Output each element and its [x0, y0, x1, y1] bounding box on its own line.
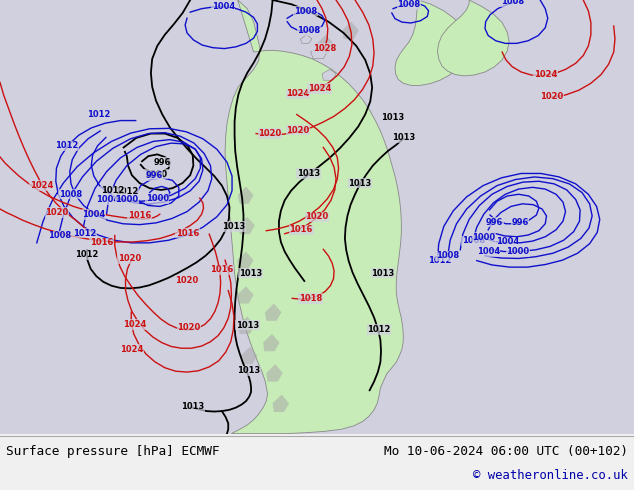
Text: 1020: 1020 [259, 129, 281, 138]
Text: 1012: 1012 [101, 186, 124, 196]
Text: 1013: 1013 [237, 366, 260, 375]
Text: 1004: 1004 [82, 210, 105, 219]
Text: Mo 10-06-2024 06:00 UTC (00+102): Mo 10-06-2024 06:00 UTC (00+102) [384, 445, 628, 458]
Text: 1024: 1024 [123, 320, 146, 329]
Text: Surface pressure [hPa] ECMWF: Surface pressure [hPa] ECMWF [6, 445, 219, 458]
Polygon shape [395, 0, 468, 85]
Polygon shape [317, 35, 333, 52]
Text: 1020: 1020 [118, 254, 141, 263]
Polygon shape [237, 251, 254, 269]
Text: 1016: 1016 [176, 229, 199, 238]
Text: 996: 996 [486, 218, 503, 226]
Text: 1024: 1024 [120, 345, 143, 354]
Text: 1004: 1004 [212, 2, 235, 11]
Text: 1000: 1000 [507, 247, 529, 256]
Polygon shape [238, 187, 254, 204]
Text: 1020: 1020 [46, 208, 68, 217]
Text: 1016: 1016 [128, 212, 151, 220]
Text: 1008: 1008 [398, 0, 420, 9]
Text: 1012: 1012 [87, 110, 110, 119]
Text: 1000: 1000 [144, 170, 167, 179]
Text: 1012: 1012 [55, 141, 78, 150]
Text: 1024: 1024 [287, 89, 309, 98]
Text: 1004: 1004 [496, 238, 519, 246]
Text: 1013: 1013 [239, 269, 262, 278]
Text: 996: 996 [145, 171, 163, 180]
Text: 1012: 1012 [115, 187, 138, 196]
Text: 1013: 1013 [236, 321, 259, 330]
Text: 1024: 1024 [534, 70, 557, 79]
Text: 1024: 1024 [30, 181, 53, 190]
Text: 996: 996 [153, 158, 171, 167]
Polygon shape [437, 0, 509, 76]
Text: 1028: 1028 [313, 44, 336, 53]
Text: 1013: 1013 [181, 402, 204, 411]
Text: 1012: 1012 [368, 325, 391, 334]
Text: 1008: 1008 [297, 26, 320, 35]
Polygon shape [322, 70, 336, 80]
Text: 1008: 1008 [436, 251, 459, 260]
Text: © weatheronline.co.uk: © weatheronline.co.uk [473, 469, 628, 483]
Polygon shape [263, 334, 280, 351]
Text: 1013: 1013 [349, 178, 372, 188]
Text: 1012: 1012 [428, 256, 451, 265]
Text: 1008: 1008 [462, 236, 485, 245]
Text: 1016: 1016 [210, 265, 233, 274]
Text: 1020: 1020 [178, 323, 200, 332]
Text: 1012: 1012 [75, 250, 98, 260]
Text: 1000: 1000 [472, 233, 495, 242]
Text: 1020: 1020 [287, 125, 309, 135]
Text: 1013: 1013 [222, 222, 245, 231]
Polygon shape [225, 0, 403, 434]
Polygon shape [311, 48, 327, 58]
Polygon shape [266, 364, 283, 382]
Text: 1020: 1020 [540, 92, 563, 101]
Polygon shape [241, 347, 257, 364]
Polygon shape [238, 217, 255, 234]
Text: 1013: 1013 [382, 114, 404, 122]
Text: 1016: 1016 [290, 225, 313, 234]
Text: 1004: 1004 [477, 247, 500, 256]
Text: 1013: 1013 [297, 169, 320, 178]
Text: 1024: 1024 [308, 84, 331, 93]
Text: 1016: 1016 [90, 238, 113, 247]
Polygon shape [238, 317, 255, 334]
Text: 1000: 1000 [146, 194, 169, 203]
Polygon shape [301, 35, 312, 44]
Text: 1013: 1013 [392, 133, 415, 143]
Polygon shape [273, 394, 289, 412]
Text: 1012: 1012 [73, 229, 96, 238]
Text: 1020: 1020 [176, 276, 198, 285]
Text: 1008: 1008 [48, 231, 71, 241]
Text: 1020: 1020 [306, 212, 328, 221]
Text: 1008: 1008 [59, 190, 82, 199]
Text: 1013: 1013 [372, 269, 394, 278]
Text: 1008: 1008 [501, 0, 524, 6]
Text: 1018: 1018 [299, 294, 322, 303]
Polygon shape [265, 303, 281, 321]
Text: 1000: 1000 [115, 195, 138, 204]
Text: 1008: 1008 [294, 7, 317, 16]
Text: 996: 996 [511, 219, 529, 227]
Polygon shape [237, 286, 254, 303]
Text: 1004: 1004 [96, 195, 119, 204]
Polygon shape [342, 22, 359, 39]
